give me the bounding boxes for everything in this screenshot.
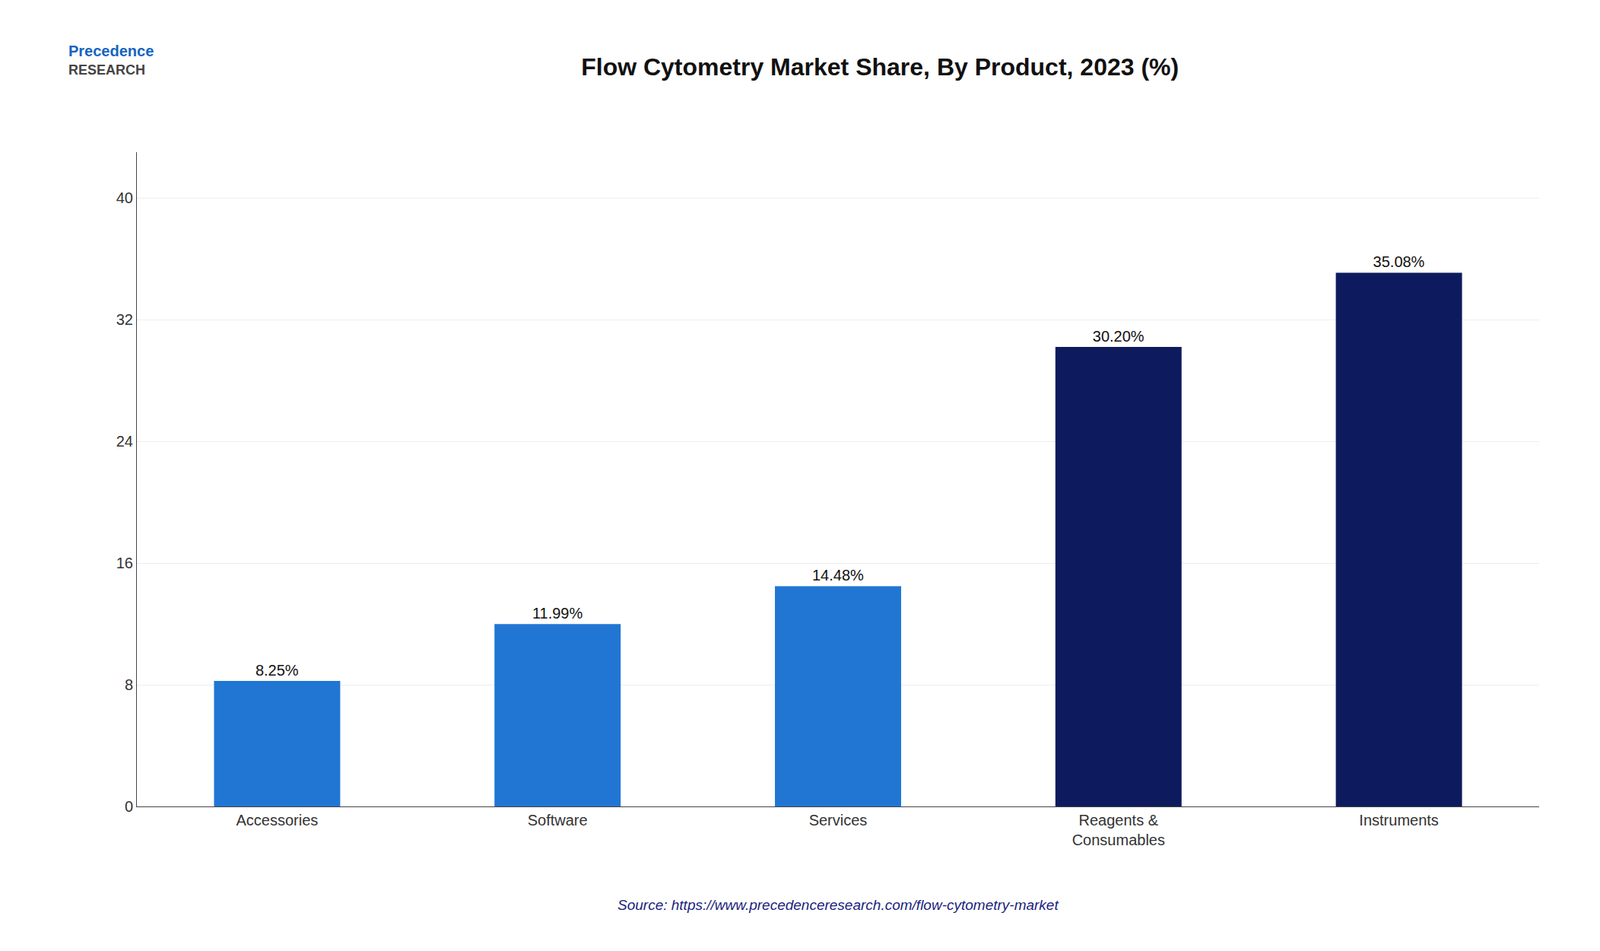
svg-text:11.99%: 11.99% <box>532 604 584 622</box>
svg-text:Flow Cytometry Market Share, B: Flow Cytometry Market Share, By Product,… <box>580 53 1179 81</box>
svg-text:Instruments: Instruments <box>1358 811 1439 829</box>
svg-text:16: 16 <box>116 554 134 572</box>
svg-text:Reagents &Consumables: Reagents &Consumables <box>1072 811 1166 848</box>
svg-text:8.25%: 8.25% <box>255 661 299 679</box>
svg-text:0: 0 <box>124 797 134 815</box>
svg-text:Accessories: Accessories <box>235 811 318 829</box>
svg-text:Source: https://www.precedence: Source: https://www.precedenceresearch.c… <box>617 896 1059 913</box>
svg-text:40: 40 <box>116 189 134 207</box>
svg-text:35.08%: 35.08% <box>1373 253 1426 270</box>
svg-text:Precedence: Precedence <box>68 42 154 60</box>
svg-text:RESEARCH: RESEARCH <box>68 62 146 78</box>
svg-text:Services: Services <box>809 811 868 829</box>
svg-text:32: 32 <box>116 311 134 328</box>
svg-text:14.48%: 14.48% <box>812 566 864 584</box>
svg-text:Software: Software <box>527 811 588 829</box>
svg-text:24: 24 <box>116 432 134 450</box>
svg-text:8: 8 <box>124 676 134 693</box>
svg-text:30.20%: 30.20% <box>1092 327 1145 345</box>
